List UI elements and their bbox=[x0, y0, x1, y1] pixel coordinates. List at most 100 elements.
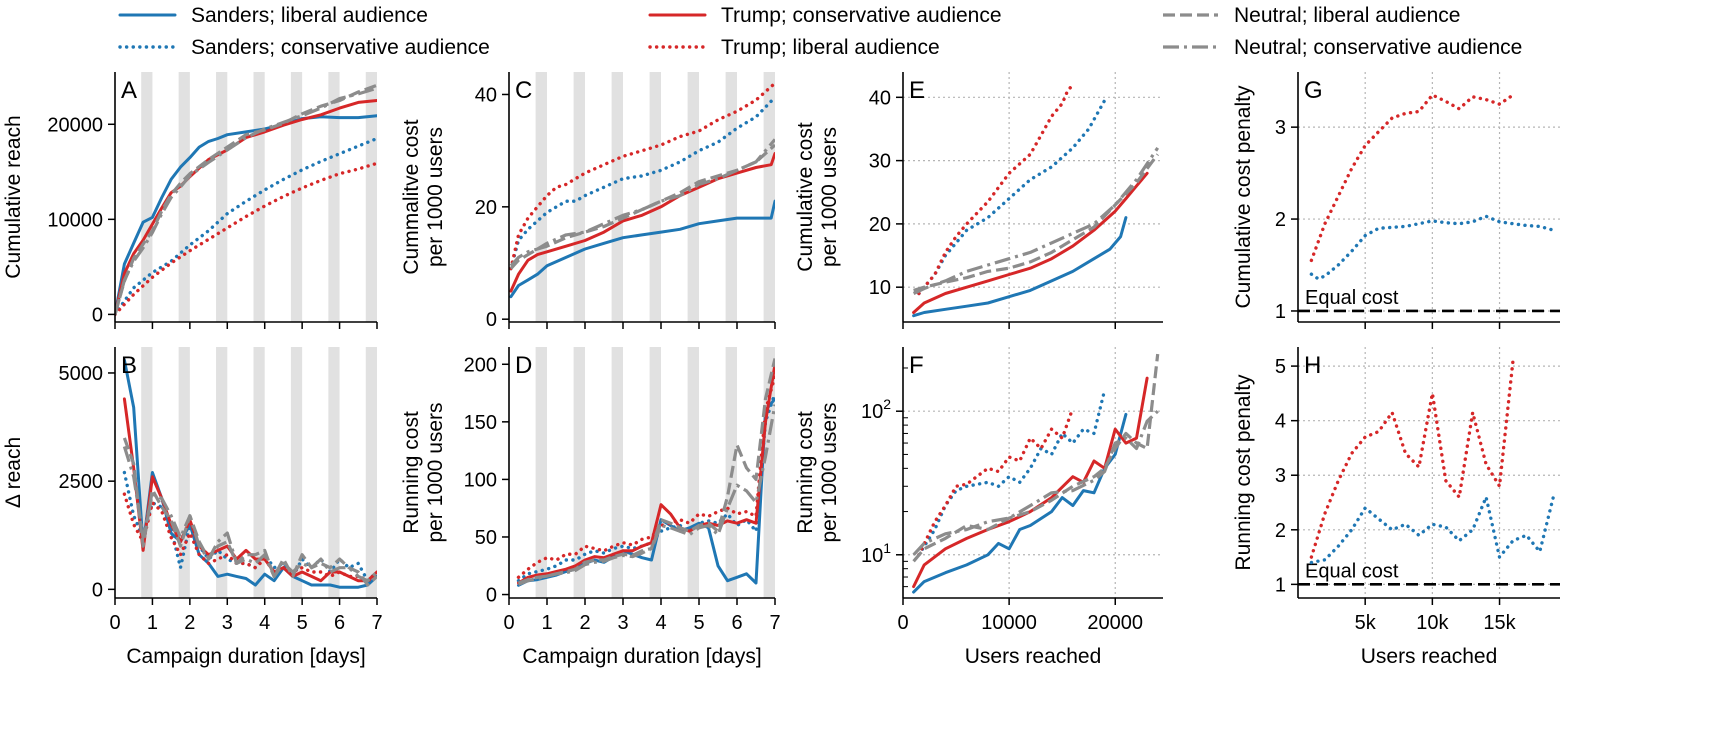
series-trump-liberal-audience bbox=[516, 374, 775, 579]
y-axis-label: Running cost penalty bbox=[1232, 374, 1255, 571]
y-tick-label: 3 bbox=[1275, 117, 1286, 139]
panel-f: 101 102 0 10000 20000 F Running cost per 1000 u… bbox=[794, 347, 1163, 668]
series-sanders-liberal-audience bbox=[912, 216, 1128, 318]
series-group bbox=[516, 358, 775, 587]
night-band bbox=[649, 347, 661, 598]
gridlines bbox=[903, 72, 1163, 322]
y-tick-label: 2 bbox=[1275, 209, 1286, 231]
legend-label: Sanders; conservative audience bbox=[191, 36, 490, 59]
night-band bbox=[253, 72, 265, 322]
y-tick-label: 101 bbox=[861, 540, 891, 567]
series-neutral-conservative-audience bbox=[912, 410, 1159, 556]
y-axis-label: per 1000 users bbox=[424, 127, 447, 267]
y-axis-label: Cumulative cost penalty bbox=[1232, 85, 1255, 308]
series-sanders-conservative-audience bbox=[509, 95, 775, 271]
y-tick-label: 40 bbox=[475, 84, 497, 106]
y-tick-label: 20 bbox=[869, 214, 891, 236]
y-tick-label: 1 bbox=[1275, 574, 1286, 596]
panel-label: F bbox=[909, 352, 924, 379]
panel-label: D bbox=[515, 352, 532, 379]
night-band bbox=[687, 72, 699, 322]
y-axis-label: Cummalitve cost bbox=[400, 119, 423, 274]
y-axis-label: Cumulative reach bbox=[2, 115, 25, 278]
series-trump-liberal-audience bbox=[1309, 358, 1515, 559]
panel-label: A bbox=[121, 77, 137, 104]
night-band bbox=[216, 347, 228, 598]
panel-c: 0 20 40 C Cummalitve cost per 1000 users bbox=[400, 72, 776, 331]
x-axis-label: Campaign duration [days] bbox=[126, 645, 365, 668]
night-band bbox=[290, 72, 303, 322]
x-tick-label: 20000 bbox=[1087, 612, 1143, 634]
series-neutral-liberal-audience bbox=[115, 83, 377, 315]
series-group bbox=[115, 83, 377, 317]
series-trump-conservative-audience bbox=[912, 376, 1149, 589]
series-trump-liberal-audience bbox=[122, 492, 377, 583]
series-neutral-liberal-audience bbox=[122, 437, 377, 587]
night-bands bbox=[141, 347, 377, 598]
x-axis-label: Users reached bbox=[965, 645, 1102, 668]
series-sanders-liberal-audience bbox=[912, 412, 1128, 594]
legend-label: Neutral; conservative audience bbox=[1234, 36, 1522, 59]
x-tick-label: 6 bbox=[334, 612, 345, 634]
series-trump-liberal-audience bbox=[917, 82, 1075, 296]
series-neutral-conservative-audience bbox=[912, 147, 1160, 295]
y-axis-label: per 1000 users bbox=[424, 402, 447, 542]
y-tick-label: 0 bbox=[92, 304, 103, 326]
series-group bbox=[1309, 358, 1556, 565]
series-neutral-liberal-audience bbox=[912, 353, 1160, 563]
y-tick-label: 0 bbox=[92, 579, 103, 601]
series-trump-liberal-audience bbox=[1309, 93, 1515, 263]
x-tick-label: 0 bbox=[897, 612, 908, 634]
x-axis-label: Campaign duration [days] bbox=[522, 645, 761, 668]
x-tick-label: 0 bbox=[109, 612, 120, 634]
legend-item-sanders-conservative-audience: Sanders; conservative audience bbox=[118, 36, 490, 59]
x-tick-label: 4 bbox=[259, 612, 270, 634]
y-tick-label: 3 bbox=[1275, 465, 1286, 487]
x-tick-label: 10k bbox=[1416, 612, 1449, 634]
gridlines bbox=[903, 347, 1163, 598]
y-tick-label: 102 bbox=[861, 396, 891, 423]
legend-item-sanders-liberal-audience: Sanders; liberal audience bbox=[118, 4, 428, 27]
legend-label: Trump; conservative audience bbox=[721, 4, 1002, 27]
panel-label: B bbox=[121, 352, 137, 379]
series-trump-conservative-audience bbox=[115, 99, 377, 316]
series-sanders-liberal-audience bbox=[509, 199, 775, 299]
y-tick-label: 0 bbox=[486, 585, 497, 607]
x-tick-label: 5 bbox=[693, 612, 704, 634]
series-neutral-conservative-audience bbox=[509, 138, 775, 267]
panel-g: Equal cost 1 2 3G Cumulative cost penalty bbox=[1232, 72, 1560, 329]
x-tick-label: 5k bbox=[1355, 612, 1377, 634]
series-sanders-conservative-audience bbox=[1309, 214, 1556, 281]
series-group bbox=[1309, 93, 1556, 281]
series-group bbox=[509, 81, 775, 299]
night-band bbox=[328, 72, 340, 322]
y-axis-label: per 1000 users bbox=[818, 402, 841, 542]
series-sanders-conservative-audience bbox=[917, 98, 1107, 296]
y-tick-label: 0 bbox=[486, 309, 497, 331]
night-band bbox=[178, 347, 190, 598]
series-neutral-liberal-audience bbox=[509, 143, 775, 270]
night-band bbox=[141, 347, 153, 598]
x-tick-label: 10000 bbox=[981, 612, 1037, 634]
series-neutral-liberal-audience bbox=[913, 153, 1159, 292]
night-band bbox=[611, 347, 623, 598]
legend-item-neutral-liberal-audience: Neutral; liberal audience bbox=[1163, 4, 1460, 27]
panel-a: 0 10000 20000 A Cumulative reach bbox=[2, 72, 378, 329]
y-tick-label: 10 bbox=[869, 277, 891, 299]
x-tick-label: 15k bbox=[1483, 612, 1516, 634]
y-axis-label: Running cost bbox=[400, 411, 423, 534]
y-tick-label: 10000 bbox=[47, 209, 103, 231]
series-trump-liberal-audience bbox=[509, 81, 775, 271]
y-axis-label: Cumulative cost bbox=[794, 122, 817, 272]
y-axis-label: Δ reach bbox=[2, 437, 25, 508]
x-tick-label: 7 bbox=[371, 612, 382, 634]
legend-item-trump-conservative-audience: Trump; conservative audience bbox=[648, 4, 1002, 27]
y-tick-label: 4 bbox=[1275, 411, 1286, 433]
night-band bbox=[290, 347, 303, 598]
gridlines bbox=[1298, 72, 1560, 322]
panel-label: H bbox=[1304, 352, 1321, 379]
y-tick-label: 30 bbox=[869, 151, 891, 173]
night-band bbox=[611, 72, 623, 322]
